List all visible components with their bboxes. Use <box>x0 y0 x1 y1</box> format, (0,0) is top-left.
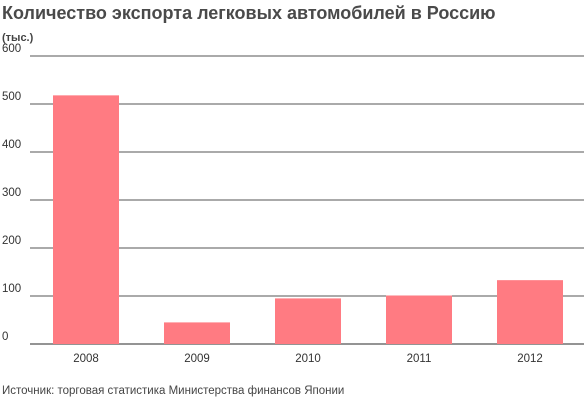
chart-title: Количество экспорта легковых автомобилей… <box>2 3 496 23</box>
gridlines <box>30 55 584 345</box>
y-tick-labels: 0 100 200 300 400 500 600 <box>2 43 21 343</box>
bars <box>53 95 563 344</box>
x-tick-label: 2012 <box>517 353 543 365</box>
x-tick-labels: 2008 2009 2010 2011 2012 <box>73 353 543 365</box>
y-tick-label: 400 <box>2 139 21 151</box>
x-tick-label: 2011 <box>407 353 432 365</box>
bar-2010 <box>275 298 341 344</box>
bar-2012 <box>497 280 563 344</box>
x-tick-label: 2009 <box>184 353 210 365</box>
y-axis-unit-label: (тыс.) <box>2 32 34 44</box>
bar-2009 <box>164 322 230 344</box>
y-tick-label: 0 <box>2 331 8 343</box>
x-tick-label: 2008 <box>73 353 99 365</box>
y-tick-label: 500 <box>2 91 21 103</box>
x-tick-label: 2010 <box>295 353 321 365</box>
y-tick-label: 100 <box>2 283 21 295</box>
y-tick-label: 200 <box>2 235 21 247</box>
source-note: Источник: торговая статистика Министерст… <box>2 385 345 397</box>
y-tick-label: 600 <box>2 43 21 55</box>
bar-2008 <box>53 95 119 344</box>
bar-2011 <box>386 295 452 344</box>
y-tick-label: 300 <box>2 187 21 199</box>
